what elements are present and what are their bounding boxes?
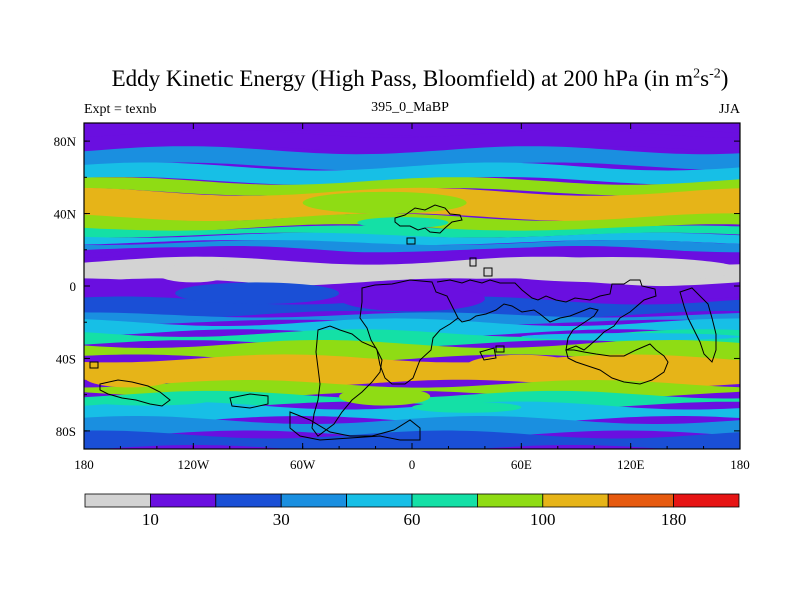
colorbar-label: 100	[530, 510, 556, 529]
colorbar-label: 30	[273, 510, 290, 529]
field-band	[84, 162, 740, 185]
subtitle: 395_0_MaBP	[371, 100, 449, 115]
field-patch	[84, 394, 212, 406]
colorbar-box	[476, 493, 544, 508]
x-tick-label: 180	[74, 457, 94, 472]
field-band	[84, 240, 740, 253]
x-tick-label: 0	[409, 457, 416, 472]
colorbar-box	[542, 493, 609, 508]
colorbar-label: 180	[661, 510, 687, 529]
field-band	[84, 318, 740, 337]
y-tick-label: 80N	[54, 134, 77, 149]
colorbar-box	[280, 493, 348, 508]
field-patch	[339, 387, 431, 406]
field-patch	[357, 217, 449, 229]
field-patch	[302, 191, 467, 214]
latitude-axis: 80N 40N 0 40S 80S	[54, 134, 740, 439]
ekf-field	[84, 123, 740, 449]
colorbar-box	[346, 493, 413, 508]
colorbar-box	[673, 493, 740, 508]
field-patch	[466, 354, 576, 377]
experiment-label: Expt = texnb	[84, 102, 157, 117]
colorbar-box	[149, 493, 217, 508]
field-patch	[339, 286, 485, 312]
season-label: JJA	[718, 102, 740, 117]
colorbar-label: 60	[404, 510, 421, 529]
field-band	[84, 225, 740, 238]
field-patch	[175, 282, 340, 305]
longitude-axis: 180 120W 60W 0 60E 120E 180	[74, 123, 750, 472]
colorbar-box	[411, 493, 478, 508]
y-tick-label: 40N	[54, 207, 77, 222]
field-band	[84, 146, 740, 171]
field-patch	[84, 365, 176, 388]
field-band	[84, 354, 740, 388]
colorbar-box	[215, 493, 282, 508]
field-patch	[484, 257, 740, 283]
field-band	[84, 329, 740, 348]
field-band	[84, 123, 740, 138]
field-band	[84, 129, 740, 155]
colorbar-box	[84, 493, 151, 508]
field-patch	[521, 333, 740, 341]
y-tick-label: 40S	[56, 351, 76, 366]
x-tick-label: 120W	[177, 457, 210, 472]
field-band	[84, 312, 740, 325]
field-band	[84, 232, 740, 246]
x-tick-label: 60W	[290, 457, 316, 472]
colorbar-label: 10	[142, 510, 159, 529]
x-tick-label: 60E	[511, 457, 532, 472]
x-tick-label: 180	[730, 457, 750, 472]
map-title: Eddy Kinetic Energy (High Pass, Bloomfie…	[111, 66, 729, 91]
field-patch	[412, 401, 522, 413]
colorbar: 10 30 60 100 180	[84, 493, 740, 529]
field-band	[84, 401, 740, 424]
x-tick-label: 120E	[617, 457, 645, 472]
y-tick-label: 0	[70, 279, 77, 294]
coastlines	[89, 204, 717, 441]
field-patch	[156, 264, 230, 283]
colorbar-box	[607, 493, 675, 508]
field-band	[84, 416, 740, 439]
y-tick-label: 80S	[56, 424, 76, 439]
field-band	[84, 177, 740, 196]
